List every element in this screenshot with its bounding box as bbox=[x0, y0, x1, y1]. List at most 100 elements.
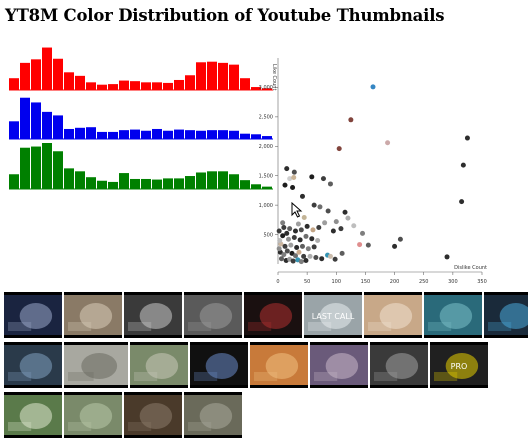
thumbnail-pro-logo[interactable]: PRO bbox=[430, 342, 488, 388]
thumbnail-underwater[interactable] bbox=[424, 292, 482, 338]
scatter-point[interactable] bbox=[317, 204, 323, 210]
scatter-point[interactable] bbox=[332, 256, 338, 262]
scatter-point[interactable] bbox=[281, 225, 287, 231]
scatter-point[interactable] bbox=[345, 215, 351, 221]
scatter-point[interactable] bbox=[460, 162, 466, 168]
scatter-point[interactable] bbox=[307, 253, 313, 259]
scatter-point[interactable] bbox=[311, 202, 317, 208]
histogram-bar bbox=[119, 130, 129, 139]
thumbnail-food-plate[interactable] bbox=[250, 342, 308, 388]
scatter-point[interactable] bbox=[284, 166, 290, 172]
scatter-point[interactable] bbox=[303, 233, 309, 239]
thumbnail-bike-ride[interactable] bbox=[64, 342, 128, 388]
scatter-point[interactable] bbox=[277, 237, 283, 243]
thumbnail-tree-park[interactable] bbox=[64, 392, 122, 438]
scatter-point[interactable] bbox=[351, 223, 357, 229]
thumbnail-people-field[interactable] bbox=[130, 342, 188, 388]
scatter-point[interactable] bbox=[298, 227, 304, 233]
scatter-point[interactable] bbox=[289, 250, 295, 256]
histogram-bar bbox=[31, 102, 41, 139]
thumbnail-game-screen[interactable] bbox=[484, 292, 528, 338]
scatter-point[interactable] bbox=[325, 208, 331, 214]
scatter-point[interactable] bbox=[292, 228, 298, 234]
scatter-point[interactable] bbox=[276, 246, 282, 252]
scatter-point[interactable] bbox=[336, 146, 342, 152]
thumbnail-red-round[interactable] bbox=[244, 292, 302, 338]
scatter-point[interactable] bbox=[280, 220, 286, 226]
scatter-point[interactable] bbox=[305, 246, 311, 252]
thumbnail-tv-dark[interactable] bbox=[190, 342, 248, 388]
scatter-point[interactable] bbox=[310, 227, 316, 233]
scatter-point[interactable] bbox=[311, 244, 317, 250]
thumbnail-stadium[interactable] bbox=[184, 392, 242, 438]
scatter-point[interactable] bbox=[357, 242, 363, 248]
scatter-point[interactable] bbox=[280, 233, 286, 239]
scatter-point[interactable] bbox=[320, 176, 326, 182]
scatter-point[interactable] bbox=[298, 259, 304, 265]
scatter-point[interactable] bbox=[282, 182, 288, 188]
scatter-point[interactable] bbox=[287, 176, 293, 182]
thumbnail-street-scene[interactable] bbox=[370, 342, 428, 388]
letterbox-bar bbox=[430, 342, 488, 345]
scatter-point[interactable] bbox=[295, 221, 301, 227]
scatter-point[interactable] bbox=[291, 235, 297, 241]
scatter-point[interactable] bbox=[342, 209, 348, 215]
scatter-point[interactable] bbox=[304, 223, 310, 229]
scatter-point[interactable] bbox=[444, 254, 450, 260]
scatter-point[interactable] bbox=[285, 236, 291, 242]
scatter-point[interactable] bbox=[365, 242, 371, 248]
thumbnail-dark-room[interactable] bbox=[124, 392, 182, 438]
thumbnail-singer-concert[interactable] bbox=[4, 292, 62, 338]
scatter-point[interactable] bbox=[316, 225, 322, 231]
scatter-point[interactable] bbox=[322, 220, 328, 226]
thumbnail-last-call[interactable]: LAST CALL bbox=[304, 292, 362, 338]
scatter-point[interactable] bbox=[464, 135, 470, 141]
scatter-point[interactable] bbox=[338, 226, 344, 232]
scatter-point[interactable] bbox=[290, 258, 296, 264]
scatter-point[interactable] bbox=[392, 243, 398, 249]
thumbnail-man-kitchen[interactable] bbox=[64, 292, 122, 338]
scatter-point[interactable] bbox=[319, 256, 325, 262]
scatter-point[interactable] bbox=[292, 253, 298, 259]
scatter-point[interactable] bbox=[301, 253, 307, 259]
thumbnail-crowd-event[interactable] bbox=[310, 342, 368, 388]
scatter-point[interactable] bbox=[294, 245, 300, 251]
scatter-point[interactable] bbox=[330, 228, 336, 234]
scatter-point[interactable] bbox=[327, 253, 333, 259]
scatter-point[interactable] bbox=[385, 140, 391, 146]
scatter-point[interactable] bbox=[287, 226, 293, 232]
scatter-point[interactable] bbox=[284, 248, 290, 254]
scatter-point[interactable] bbox=[288, 242, 294, 248]
scatter-point[interactable] bbox=[303, 257, 309, 263]
scatter-point[interactable] bbox=[297, 237, 303, 243]
scatter-point[interactable] bbox=[281, 252, 287, 258]
scatter-point[interactable] bbox=[299, 243, 305, 249]
scatter-point[interactable] bbox=[309, 236, 315, 242]
scatter-point[interactable] bbox=[327, 181, 333, 187]
scatter-point[interactable] bbox=[333, 219, 339, 225]
scatter-point[interactable] bbox=[299, 193, 305, 199]
scatter-point[interactable] bbox=[459, 199, 465, 205]
scatter-point[interactable] bbox=[309, 174, 315, 180]
scatter-point[interactable] bbox=[301, 215, 307, 221]
scatter-point[interactable] bbox=[276, 228, 282, 234]
scatter-point[interactable] bbox=[290, 184, 296, 190]
scatter-point[interactable] bbox=[348, 117, 354, 123]
scatter-point[interactable] bbox=[397, 236, 403, 242]
scatter-point[interactable] bbox=[296, 249, 302, 255]
thumbnail-road-drive[interactable] bbox=[184, 292, 242, 338]
thumbnail-car-interior[interactable] bbox=[124, 292, 182, 338]
scatter-point[interactable] bbox=[278, 256, 284, 262]
scatter-point[interactable] bbox=[284, 230, 290, 236]
scatter-point[interactable] bbox=[282, 243, 288, 249]
scatter-point[interactable] bbox=[291, 174, 297, 180]
scatter-point[interactable] bbox=[370, 84, 376, 90]
thumbnail-recipe-bowls[interactable] bbox=[4, 392, 62, 438]
scatter-point[interactable] bbox=[360, 230, 366, 236]
thumbnail-tv-screen[interactable] bbox=[4, 342, 62, 388]
scatter-point[interactable] bbox=[313, 255, 319, 261]
scatter-point[interactable] bbox=[291, 169, 297, 175]
scatter-point[interactable] bbox=[315, 237, 321, 243]
scatter-point[interactable] bbox=[339, 250, 345, 256]
thumbnail-cat-blanket[interactable] bbox=[364, 292, 422, 338]
